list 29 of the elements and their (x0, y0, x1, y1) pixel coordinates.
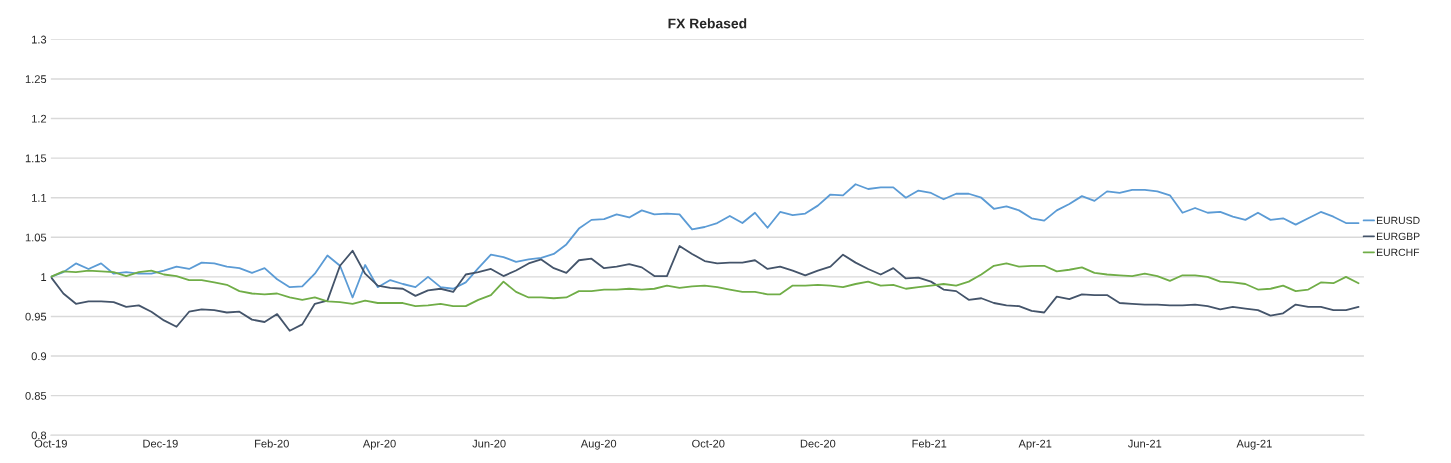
y-tick-label: 0.95 (25, 312, 47, 321)
y-tick-label: 1.1 (32, 194, 47, 202)
x-tick-label: Aug-20 (580, 439, 617, 450)
y-tick-label: 1.25 (25, 75, 47, 84)
y-tick-label: 0.9 (31, 352, 47, 361)
y-tick-label: 0.8 (31, 431, 47, 440)
x-tick-label: Jun-20 (472, 439, 506, 448)
line-series (50, 262, 1360, 308)
x-tick-label: Feb-20 (255, 439, 289, 448)
x-tick-label: Oct-19 (34, 439, 67, 448)
y-tick-label: 1.15 (25, 154, 47, 163)
y-tick-label: 1.05 (25, 233, 47, 242)
x-tick-label: Oct-20 (692, 439, 725, 448)
x-tick-label: Dec-19 (143, 439, 178, 448)
y-tick-label: 0.85 (25, 391, 47, 400)
legend-label: EURUSD (1376, 216, 1420, 225)
x-tick-label: Jun-21 (1127, 439, 1162, 448)
legend-label: EURGBP (1376, 232, 1420, 241)
line-series (50, 245, 1360, 332)
x-tick-label: Dec-20 (800, 439, 836, 448)
y-tick-label: 1.2 (32, 114, 47, 123)
x-tick-label: Apr-20 (362, 439, 396, 450)
x-tick-label: Feb-21 (912, 439, 947, 448)
legend-label: EURCHF (1376, 248, 1420, 257)
y-tick-label: 1 (41, 273, 47, 281)
x-tick-label: Apr-21 (1018, 439, 1052, 450)
x-tick-label: Aug-21 (1236, 439, 1272, 450)
chart-title: FX Rebased (668, 18, 747, 29)
y-tick-label: 1.3 (32, 35, 47, 44)
